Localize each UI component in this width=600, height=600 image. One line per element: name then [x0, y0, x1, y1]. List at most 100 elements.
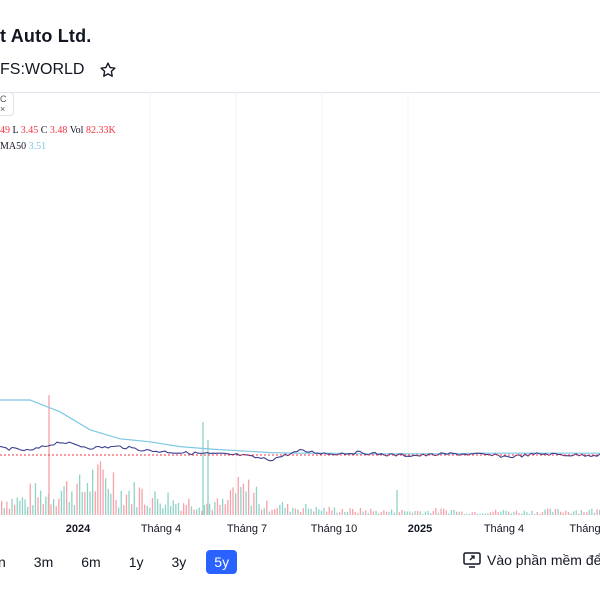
volume-bar [11, 498, 13, 515]
volume-bar [323, 507, 325, 515]
volume-bar [159, 503, 161, 515]
volume-bar [346, 511, 349, 515]
volume-bar [71, 491, 73, 515]
volume-bar [177, 502, 180, 515]
volume-bar [380, 511, 382, 515]
range-button-3m[interactable]: 3m [33, 554, 54, 570]
volume-bar [172, 500, 174, 515]
volume-bar [170, 506, 172, 515]
volume-bar [240, 486, 242, 515]
volume-bar [531, 510, 533, 515]
volume-bar [157, 498, 159, 515]
symbol-row: FS:WORLD [0, 60, 118, 80]
volume-bar [406, 511, 408, 515]
volume-bar [66, 481, 68, 515]
volume-bar [97, 464, 99, 515]
volume-bar [115, 500, 117, 515]
volume-bar [448, 513, 450, 515]
legend-toggle-button[interactable]: C × [0, 92, 14, 116]
volume-bar [84, 491, 86, 515]
volume-bar [518, 513, 520, 515]
volume-bar [521, 513, 523, 515]
volume-bar [214, 501, 216, 515]
volume-bar [357, 512, 359, 515]
volume-bar [206, 503, 208, 515]
volume-bars [1, 461, 600, 515]
volume-bar [336, 512, 338, 515]
x-axis-label: Tháng 4 [483, 523, 525, 535]
open-app-label: Vào phần mềm để [487, 552, 600, 568]
range-button-1y[interactable]: 1y [128, 554, 144, 570]
volume-bar [27, 506, 29, 515]
range-button-n[interactable]: n [0, 554, 6, 570]
volume-bar [583, 512, 585, 515]
volume-bar [385, 511, 388, 515]
volume-bar [534, 513, 536, 515]
volume-bar [471, 512, 473, 515]
volume-bar [588, 509, 590, 515]
volume-bar [167, 492, 169, 515]
volume-bar [479, 513, 481, 515]
x-axis-label: Tháng 7 [226, 523, 268, 535]
volume-label: Vol [69, 125, 84, 136]
volume-bar [331, 510, 333, 515]
volume-bar [216, 498, 219, 515]
volume-bar [593, 512, 596, 515]
volume-bar [154, 491, 156, 515]
volume-bar [40, 490, 42, 515]
volume-bar [445, 510, 447, 515]
volume-bar [276, 508, 278, 515]
ma-label: MA50 [0, 141, 27, 152]
volume-bar [24, 499, 26, 515]
volume-bar [162, 508, 164, 515]
volume-bar [99, 461, 102, 515]
range-button-5y[interactable]: 5y [206, 550, 238, 574]
volume-bar [180, 510, 182, 515]
volume-bar [466, 513, 468, 515]
volume-bar [237, 476, 239, 515]
volume-bar [149, 507, 151, 515]
volume-bar [42, 503, 44, 515]
volume-bar [255, 486, 258, 515]
volume-bar [500, 511, 502, 515]
range-button-3y[interactable]: 3y [171, 554, 187, 570]
open-app-icon [463, 552, 481, 568]
volume-bar [305, 503, 307, 515]
volume-bar [287, 504, 289, 515]
volume-bar [591, 508, 593, 515]
volume-bar [112, 472, 115, 515]
volume-bar [63, 486, 65, 515]
ma-value: 3.51 [28, 141, 47, 152]
x-axis-label: 2024 [65, 523, 91, 535]
volume-bar [58, 498, 60, 515]
volume-bar [29, 483, 31, 515]
volume-bar [552, 512, 554, 515]
volume-bar [266, 500, 268, 515]
chart-area[interactable] [0, 92, 600, 519]
volume-bar [523, 510, 525, 515]
low-label: L [12, 125, 19, 136]
volume-bar [510, 513, 512, 515]
volume-bar [289, 511, 291, 515]
volume-bar [55, 506, 57, 515]
volume-bar [118, 507, 120, 515]
volume-bar [107, 488, 109, 515]
volume-bar [544, 509, 546, 515]
volume-bar [362, 511, 364, 515]
open-app-button[interactable]: Vào phần mềm để [463, 552, 600, 568]
volume-bar [456, 511, 458, 515]
volume-bar [586, 512, 588, 515]
volume-bar [492, 511, 494, 515]
volume-bar [219, 504, 221, 515]
volume-bar [248, 479, 250, 515]
volume-bar [365, 510, 367, 515]
volume-bar [549, 508, 551, 515]
volume-bar [378, 513, 380, 515]
volume-bar [224, 504, 226, 515]
volume-bar [497, 512, 499, 515]
volume-bar [53, 499, 55, 515]
range-button-6m[interactable]: 6m [81, 554, 101, 570]
star-icon[interactable] [98, 60, 118, 80]
volume-bar [136, 507, 138, 515]
